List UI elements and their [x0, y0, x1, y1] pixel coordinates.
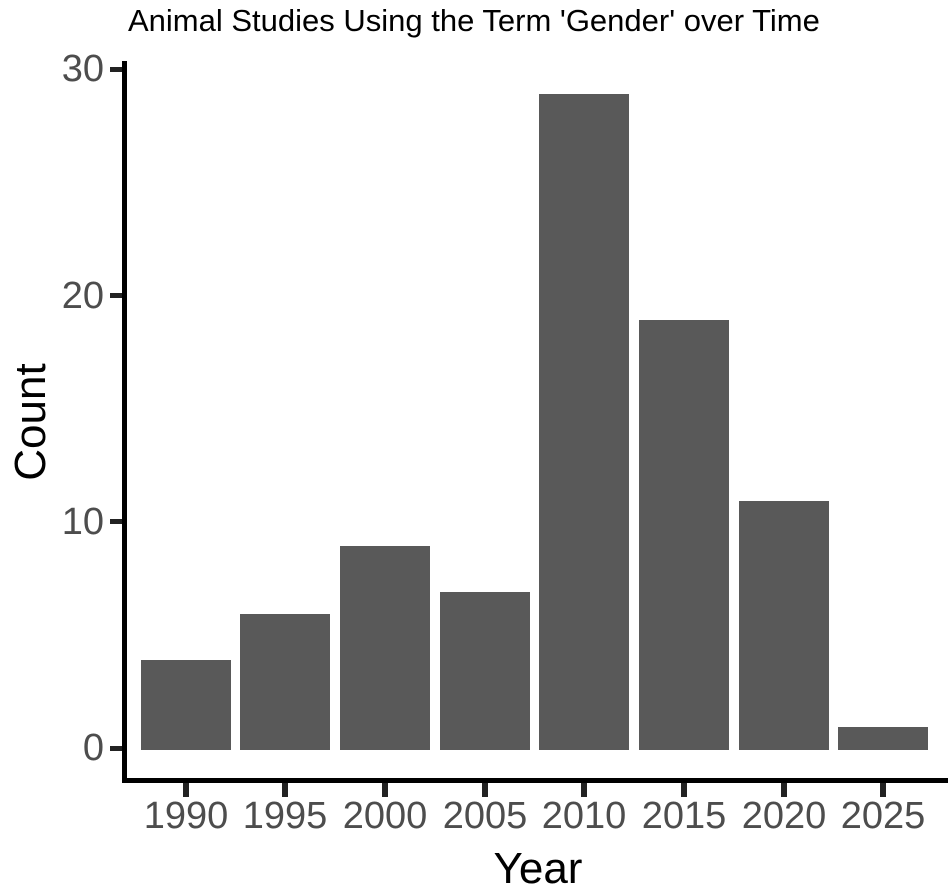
y-tick-mark — [110, 519, 122, 524]
bar-2005 — [440, 592, 530, 750]
x-tick-mark — [581, 783, 587, 797]
bar-1990 — [141, 660, 231, 750]
y-tick-mark — [110, 293, 122, 298]
x-tick-mark — [681, 783, 687, 797]
x-tick-label: 1990 — [143, 795, 229, 837]
x-tick-label: 2025 — [840, 795, 926, 837]
bar-2025 — [838, 727, 928, 750]
bar-2010 — [539, 94, 629, 750]
x-axis-line — [122, 778, 948, 783]
y-tick-mark — [110, 746, 122, 751]
x-tick-label: 2020 — [741, 795, 827, 837]
x-tick-label: 1995 — [242, 795, 328, 837]
x-axis-title: Year — [493, 844, 583, 893]
bar-2015 — [639, 320, 729, 750]
x-tick-label: 2010 — [541, 795, 627, 837]
bar-2020 — [739, 501, 829, 750]
x-tick-mark — [183, 783, 189, 797]
y-tick-mark — [110, 67, 122, 72]
x-tick-label: 2005 — [442, 795, 528, 837]
bar-2000 — [340, 546, 430, 750]
x-tick-mark — [880, 783, 886, 797]
x-tick-mark — [282, 783, 288, 797]
y-tick-label: 30 — [61, 48, 104, 90]
y-axis-line — [122, 61, 127, 783]
y-tick-label: 10 — [61, 501, 104, 543]
y-tick-label: 20 — [61, 275, 104, 317]
x-tick-label: 2015 — [641, 795, 727, 837]
x-tick-label: 2000 — [342, 795, 428, 837]
y-tick-label: 0 — [82, 727, 104, 769]
x-tick-mark — [781, 783, 787, 797]
chart-title: Animal Studies Using the Term 'Gender' o… — [128, 3, 820, 38]
x-tick-mark — [482, 783, 488, 797]
x-tick-mark — [382, 783, 388, 797]
bar-1995 — [240, 614, 330, 750]
